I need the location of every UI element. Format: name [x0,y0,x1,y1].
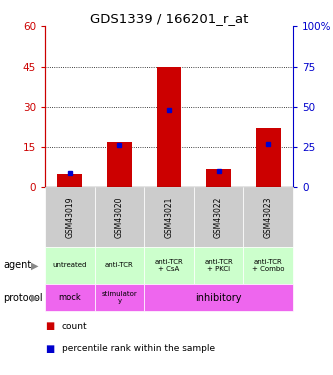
Text: mock: mock [58,293,81,302]
Text: anti-TCR
+ Combo: anti-TCR + Combo [252,259,284,272]
Bar [194,247,243,284]
Text: count: count [62,322,87,331]
Bar [243,188,293,247]
Text: GSM43020: GSM43020 [115,196,124,238]
Text: anti-TCR: anti-TCR [105,262,134,268]
Bar [206,168,231,188]
Text: anti-TCR
+ PKCi: anti-TCR + PKCi [204,259,233,272]
Text: GSM43021: GSM43021 [165,196,173,238]
Bar [45,284,95,311]
Text: protocol: protocol [3,292,43,303]
Text: agent: agent [3,260,32,270]
Text: inhibitory: inhibitory [195,292,242,303]
Text: stimulator
y: stimulator y [102,291,137,304]
Title: GDS1339 / 166201_r_at: GDS1339 / 166201_r_at [90,12,248,25]
Bar [95,284,144,311]
Bar [144,188,194,247]
Bar [45,188,95,247]
Bar [194,188,243,247]
Bar [256,128,281,188]
Text: ■: ■ [45,321,54,331]
Text: ▶: ▶ [31,260,38,270]
Text: percentile rank within the sample: percentile rank within the sample [62,344,215,353]
Text: ▶: ▶ [31,292,38,303]
Bar [45,247,95,284]
Bar [144,247,194,284]
Bar [57,174,82,188]
Bar [95,247,144,284]
Bar [144,284,293,311]
Bar [107,142,132,188]
Bar [243,247,293,284]
Text: GSM43022: GSM43022 [214,196,223,238]
Text: untreated: untreated [53,262,87,268]
Text: GSM43019: GSM43019 [65,196,74,238]
Bar [95,188,144,247]
Text: ■: ■ [45,344,54,354]
Text: anti-TCR
+ CsA: anti-TCR + CsA [155,259,183,272]
Text: GSM43023: GSM43023 [264,196,273,238]
Bar [157,66,181,188]
